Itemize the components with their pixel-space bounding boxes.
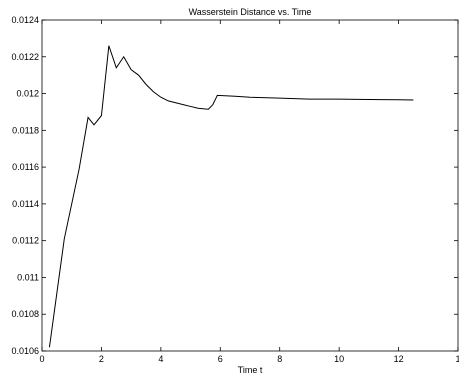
x-tick-label: 4 [158,354,163,364]
y-tick-label: 0.0106 [11,346,39,356]
y-tick-label: 0.0114 [12,199,39,209]
y-tick-label: 0.012 [16,89,39,99]
x-tick-label: 8 [277,354,282,364]
plot-frame [41,19,459,352]
y-tick-label: 0.0122 [11,52,39,62]
x-tick-label: 0 [39,354,44,364]
y-tick-label: 0.0108 [11,309,39,319]
x-axis: 0 2 4 6 8 10 12 1 [39,20,459,364]
y-tick-label: 0.0116 [12,162,39,172]
x-tick-label: 10 [334,354,344,364]
y-tick-label: 0.0118 [12,125,39,135]
y-tick-label: 0.0112 [12,236,39,246]
x-tick-label: 6 [218,354,223,364]
x-axis-label: Time t [238,365,263,375]
y-tick-label: 0.0124 [11,15,39,25]
series-line [48,45,414,348]
x-tick-label: 12 [394,354,404,364]
chart-title: Wasserstein Distance vs. Time [189,7,312,17]
y-tick-label: 0.011 [17,272,39,282]
y-axis: 0.0106 0.0108 0.011 0.0112 0.0114 0.0116 0.011… [11,15,458,356]
x-tick-label: 2 [99,354,104,364]
x-tick-label: 1 [455,354,459,364]
